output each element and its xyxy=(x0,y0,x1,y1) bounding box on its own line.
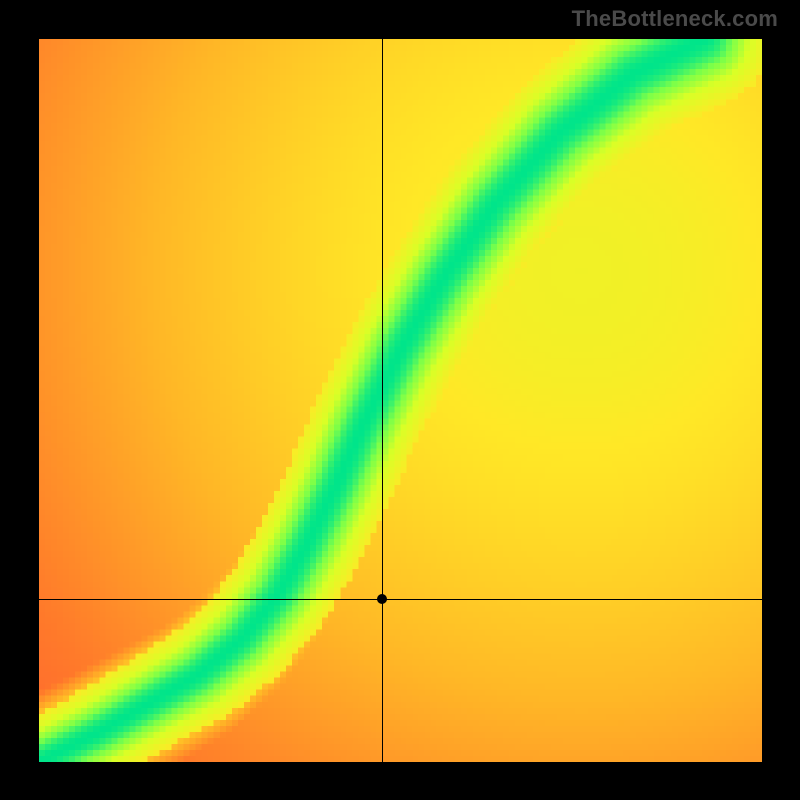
heatmap-canvas xyxy=(39,39,762,762)
crosshair-horizontal xyxy=(39,599,762,600)
heatmap-plot xyxy=(39,39,762,762)
crosshair-vertical xyxy=(382,39,383,762)
crosshair-marker-dot xyxy=(377,594,387,604)
watermark-text: TheBottleneck.com xyxy=(572,6,778,32)
